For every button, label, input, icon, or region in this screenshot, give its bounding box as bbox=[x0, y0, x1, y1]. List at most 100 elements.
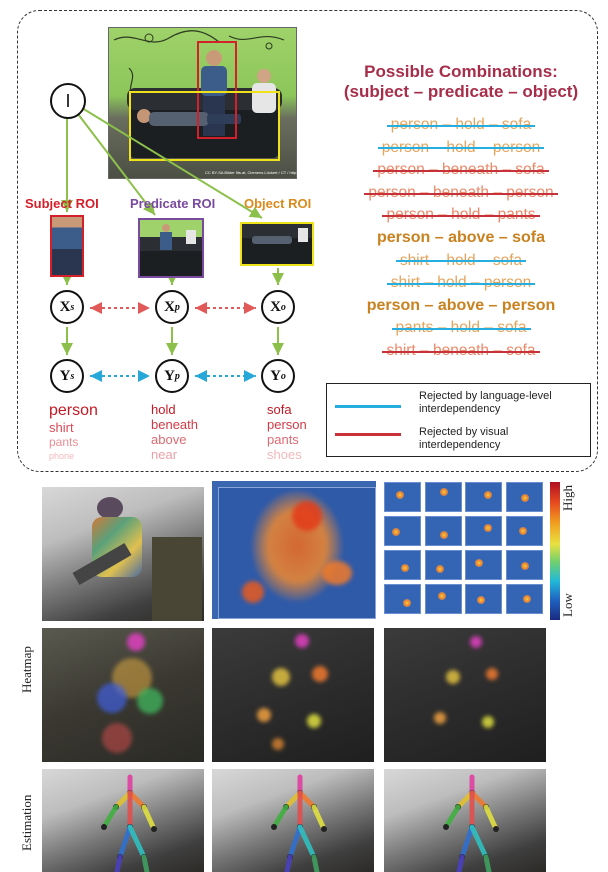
combination-text: person – above – sofa bbox=[376, 228, 546, 246]
legend-language-line bbox=[335, 405, 401, 408]
graph-edges bbox=[61, 107, 284, 382]
photo-caption: CC BY-SA Bilder fits.at, Clemens Lückert… bbox=[205, 170, 308, 175]
heatmap-cell bbox=[465, 516, 502, 546]
pose-input-photo bbox=[42, 487, 204, 621]
combinations-title: Possible Combinations: bbox=[364, 62, 558, 81]
skeleton-limb bbox=[101, 804, 119, 830]
language-rejection-strike bbox=[386, 124, 536, 127]
combination-text: person – hold – sofa bbox=[386, 116, 536, 133]
skeleton-limb bbox=[117, 824, 133, 860]
visual-rejection-strike bbox=[382, 350, 540, 353]
heatmap-cell bbox=[424, 584, 462, 614]
heatmap-peak bbox=[392, 528, 401, 536]
subject-word: phone bbox=[49, 451, 75, 461]
object-roi-label: Object ROI bbox=[244, 196, 312, 211]
skeleton-limb bbox=[141, 854, 150, 872]
heatmap-peak bbox=[403, 599, 412, 607]
combination-text: person – hold – person bbox=[377, 139, 545, 156]
language-rejection-strike bbox=[377, 147, 545, 150]
figure-frame bbox=[17, 10, 598, 472]
heatmap-overlay-3 bbox=[384, 628, 546, 762]
legend-visual-text: Rejected by visual interdependency bbox=[419, 426, 509, 451]
object-word: shoes bbox=[267, 447, 302, 462]
skeleton-limb bbox=[311, 804, 327, 832]
combination-item: person – above – person bbox=[320, 295, 602, 318]
heatmap-cell bbox=[384, 584, 421, 614]
combination-text: person – above – person bbox=[366, 296, 556, 314]
predicate-roi-label: Predicate ROI bbox=[130, 196, 216, 211]
subject-word: shirt bbox=[49, 420, 74, 435]
visual-rejection-strike bbox=[382, 215, 540, 218]
heatmap-stack bbox=[212, 481, 376, 619]
object-box bbox=[129, 91, 280, 161]
heatmap-cell bbox=[505, 482, 543, 512]
image-node: I bbox=[50, 83, 86, 119]
skeleton-joint bbox=[271, 824, 277, 830]
combination-item: person – beneath – sofa bbox=[320, 159, 602, 182]
skeleton-limb bbox=[114, 854, 123, 872]
legend-visual-line bbox=[335, 433, 401, 436]
predicate-word: beneath bbox=[151, 417, 198, 432]
combination-text: shirt – hold – person bbox=[386, 274, 536, 291]
heatmap-peak bbox=[438, 591, 447, 600]
heatmap-peak bbox=[440, 488, 448, 496]
skeleton-joint bbox=[101, 824, 107, 830]
predicate-word: hold bbox=[151, 402, 176, 417]
skeleton-limb bbox=[271, 804, 289, 830]
combinations-subtitle: (subject – predicate – object) bbox=[343, 82, 579, 101]
combination-item: pants – hold – sofa bbox=[320, 317, 602, 340]
heatmap-cell bbox=[465, 482, 502, 512]
heatmap-peak bbox=[476, 596, 485, 604]
combination-item: shirt – beneath – sofa bbox=[320, 340, 602, 363]
heatmap-cell bbox=[465, 550, 502, 580]
combinations-panel: Possible Combinations: (subject – predic… bbox=[320, 62, 602, 363]
combination-text: person – hold – pants bbox=[382, 206, 540, 223]
skeleton-joint bbox=[443, 824, 449, 830]
heatmap-cell bbox=[505, 584, 543, 614]
heatmap-cell bbox=[384, 516, 421, 546]
subject-roi-crop bbox=[50, 215, 84, 277]
heatmap-peak bbox=[440, 531, 448, 539]
subject-word: person bbox=[49, 402, 98, 419]
heatmap-cell bbox=[424, 482, 462, 512]
object-word-list: sofa person pants shoes bbox=[267, 402, 307, 462]
heatmap-cell bbox=[424, 516, 462, 546]
skeleton-joint bbox=[151, 826, 157, 832]
predicate-word: above bbox=[151, 432, 187, 447]
heatmap-peak bbox=[521, 562, 529, 570]
combination-item: person – hold – sofa bbox=[320, 114, 602, 137]
subject-word: pants bbox=[49, 435, 79, 449]
object-word: sofa bbox=[267, 402, 292, 417]
subject-roi-label: Subject ROI bbox=[25, 196, 99, 211]
skeleton-limb bbox=[483, 854, 492, 872]
heatmap-overlay-2 bbox=[212, 628, 374, 762]
heatmap-overlay-1 bbox=[42, 628, 204, 762]
combination-text: pants – hold – sofa bbox=[391, 319, 531, 336]
combination-item: shirt – hold – person bbox=[320, 272, 602, 295]
skeleton-limb bbox=[443, 804, 461, 830]
combination-item: shirt – hold – sofa bbox=[320, 250, 602, 273]
heatmap-grid bbox=[384, 482, 546, 616]
combination-item: person – above – sofa bbox=[320, 227, 602, 250]
heatmap-peak bbox=[474, 559, 483, 567]
skeleton-limb bbox=[287, 824, 303, 860]
skeleton-limb bbox=[311, 854, 320, 872]
colorbar-low-label: Low bbox=[560, 593, 575, 617]
language-rejection-strike bbox=[386, 282, 536, 285]
colorbar-high-label: High bbox=[560, 485, 575, 511]
heatmap-cell bbox=[505, 550, 543, 580]
visual-rejection-strike bbox=[364, 192, 558, 195]
combination-item: person – hold – pants bbox=[320, 204, 602, 227]
skeleton-limb bbox=[483, 804, 499, 832]
heatmap-peak bbox=[522, 594, 531, 603]
skeleton-limb bbox=[141, 804, 157, 832]
legend-language-text: Rejected by language-level interdependen… bbox=[419, 390, 552, 415]
object-word: person bbox=[267, 417, 307, 432]
heatmap-row-label: Heatmap bbox=[19, 646, 34, 693]
